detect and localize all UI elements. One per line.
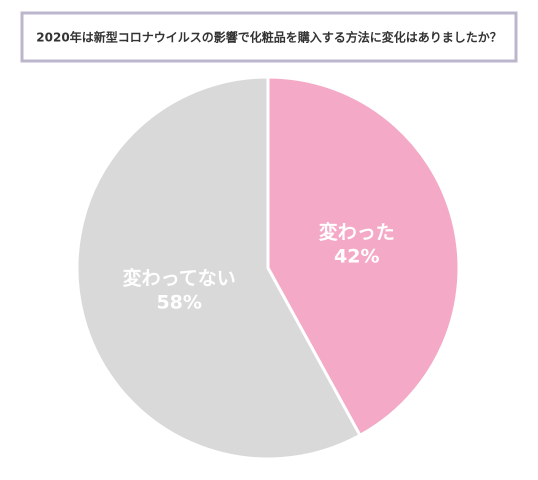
chart-title: 2020年は新型コロナウイルスの影響で化粧品を購入する方法に変化はありましたか？ <box>36 30 501 45</box>
pie-slice <box>75 75 363 461</box>
slice-label: 変わった <box>319 221 395 244</box>
title-box <box>20 11 518 63</box>
slice-label: 変わってない <box>123 266 236 289</box>
slice-value-label: 42% <box>334 246 379 268</box>
pie-slice <box>266 75 461 438</box>
slice-value-label: 58% <box>156 291 201 313</box>
